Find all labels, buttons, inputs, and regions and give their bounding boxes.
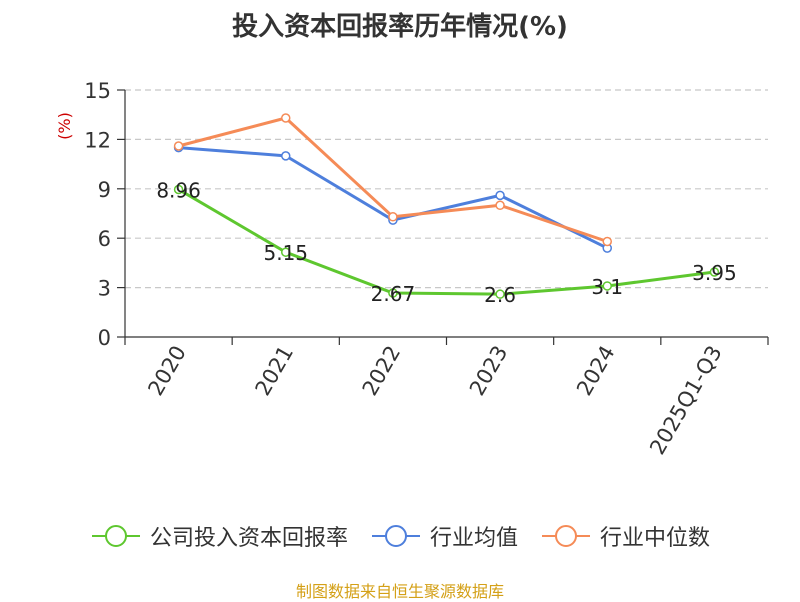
source-note: 制图数据来自恒生聚源数据库 <box>295 582 504 601</box>
legend-label-industry-mean: 行业均值 <box>429 526 518 551</box>
data-point <box>709 267 720 277</box>
data-label: 3.95 <box>692 261 737 285</box>
legend-item-industry-mean[interactable]: 行业均值 <box>370 520 518 552</box>
legend-line-circle-icon <box>371 525 420 547</box>
legend-label-industry-median: 行业中位数 <box>600 526 711 551</box>
y-tick-label: 9 <box>98 178 111 202</box>
x-tick-label: 2022 <box>358 342 406 400</box>
y-axis-label: (%) <box>55 112 74 140</box>
data-label: 5.15 <box>263 241 308 265</box>
data-label: 8.96 <box>156 178 201 202</box>
y-tick-label: 12 <box>84 128 111 152</box>
y-tick-label: 3 <box>98 277 111 301</box>
y-tick-label: 15 <box>84 79 111 103</box>
data-point <box>281 247 291 257</box>
legend: 公司投入资本回报率 行业均值 行业中位数 <box>0 520 800 552</box>
data-point <box>602 236 612 247</box>
y-tick-label: 6 <box>98 227 111 251</box>
legend-line-circle-icon <box>91 525 140 547</box>
legend-item-industry-median[interactable]: 行业中位数 <box>540 520 710 552</box>
data-point <box>495 200 505 211</box>
x-tick-label: 2023 <box>465 342 513 400</box>
x-tick-label: 2020 <box>143 342 191 400</box>
legend-item-company[interactable]: 公司投入资本回报率 <box>90 520 348 552</box>
legend-line-circle-icon <box>542 525 590 547</box>
x-tick-label: 2025Q1-Q3 <box>645 342 727 459</box>
data-point <box>173 141 184 151</box>
series-line <box>178 146 608 250</box>
data-point <box>388 288 398 298</box>
x-tick-label: 2021 <box>251 342 299 400</box>
data-label: 2.67 <box>371 282 416 306</box>
x-tick-label: 2024 <box>572 342 620 400</box>
data-point <box>388 212 398 222</box>
data-label: 2.6 <box>484 283 516 307</box>
data-point <box>495 190 505 201</box>
data-point <box>281 113 291 123</box>
legend-label-company: 公司投入资本回报率 <box>149 526 348 551</box>
y-tick-label: 0 <box>98 326 111 350</box>
series-line <box>177 188 715 296</box>
data-label: 3.1 <box>591 275 623 299</box>
data-point <box>173 184 184 195</box>
data-point <box>281 151 291 161</box>
data-point <box>602 281 612 291</box>
data-point <box>495 289 505 299</box>
chart-title: 投入资本回报率历年情况(%) <box>232 12 568 42</box>
